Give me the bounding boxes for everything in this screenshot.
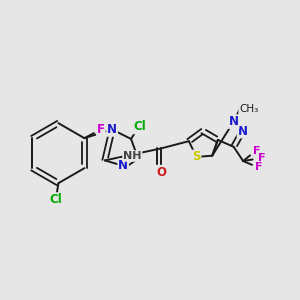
Text: F: F bbox=[253, 146, 260, 156]
Text: Cl: Cl bbox=[49, 193, 61, 206]
Text: O: O bbox=[156, 166, 166, 178]
Text: Cl: Cl bbox=[134, 120, 146, 134]
Text: CH₃: CH₃ bbox=[239, 104, 258, 114]
Text: N: N bbox=[118, 159, 128, 172]
Text: F: F bbox=[258, 153, 265, 163]
Text: N: N bbox=[238, 124, 248, 138]
Text: N: N bbox=[107, 123, 117, 136]
Text: S: S bbox=[192, 150, 201, 164]
Text: F: F bbox=[97, 123, 105, 136]
Text: N: N bbox=[229, 115, 239, 128]
Text: F: F bbox=[255, 162, 263, 172]
Text: NH: NH bbox=[123, 151, 142, 161]
